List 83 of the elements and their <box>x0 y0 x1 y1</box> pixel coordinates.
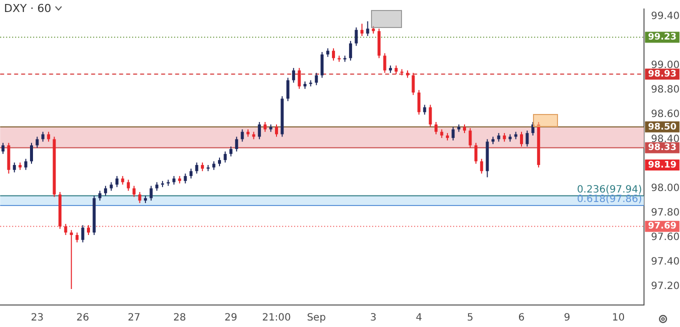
candlestick <box>86 224 90 236</box>
ref-line-label: 99.23 <box>648 32 676 43</box>
y-tick-label: 97.80 <box>651 207 680 218</box>
candlestick <box>47 131 50 142</box>
candlestick <box>190 168 193 179</box>
candlestick <box>423 104 426 116</box>
candlestick <box>126 179 130 192</box>
candlestick <box>258 121 261 140</box>
candlestick <box>264 121 267 132</box>
candlestick <box>366 20 370 37</box>
x-tick-label: 29 <box>224 312 238 324</box>
x-tick-label: 4 <box>416 312 422 324</box>
x-tick-label: 6 <box>518 312 525 324</box>
candlestick <box>12 162 16 173</box>
candlestick <box>184 173 187 184</box>
annotation: 98.19 <box>648 160 676 170</box>
y-tick-label: 98.00 <box>651 182 680 194</box>
x-tick-label: 23 <box>30 312 44 324</box>
candlestick <box>138 192 142 204</box>
candlestick <box>468 128 472 148</box>
candlestick <box>360 23 364 37</box>
x-tick-label: 5 <box>467 312 474 324</box>
x-tick-label: Sep <box>306 312 326 324</box>
chart-title: DXY · 60 <box>4 2 52 15</box>
y-tick-label: 99.40 <box>651 10 680 22</box>
candlestick <box>383 52 386 74</box>
x-tick-label: 27 <box>128 312 140 324</box>
candlestick <box>474 142 478 164</box>
candlestick <box>412 72 415 96</box>
candlestick <box>354 26 358 46</box>
candlestick <box>434 121 438 135</box>
candlestick <box>224 150 227 164</box>
candlestick <box>240 128 244 142</box>
candlestick <box>274 124 278 138</box>
y-tick-label: 98.40 <box>651 134 680 145</box>
candlestick <box>349 40 352 62</box>
ref-line-label: 98.33 <box>648 143 676 154</box>
ref-line-label: 98.93 <box>648 69 676 80</box>
candlestick <box>229 146 232 157</box>
y-tick-label: 97.60 <box>651 232 680 244</box>
candlestick <box>2 142 4 154</box>
candlestick <box>452 126 455 141</box>
ref-line-label: 98.50 <box>648 122 676 132</box>
candlestick <box>417 90 420 116</box>
candlestick <box>24 158 28 170</box>
y-tick-label: 97.40 <box>651 256 680 268</box>
candlestick <box>104 185 108 196</box>
candlestick <box>428 104 432 128</box>
candlestick <box>235 136 238 152</box>
candlestick <box>314 72 318 86</box>
candlestick <box>30 142 33 164</box>
candlestick <box>292 67 296 84</box>
candlestick <box>132 185 136 198</box>
candlestick <box>115 176 118 188</box>
candlestick <box>70 230 73 290</box>
y-tick-label: 98.60 <box>651 109 680 120</box>
candlestick <box>298 67 301 90</box>
candlestick <box>480 158 484 174</box>
y-tick-label: 98.80 <box>651 84 680 96</box>
x-tick-label: 9 <box>564 312 570 324</box>
ref-line-label: 97.69 <box>648 222 676 232</box>
x-tick-label: 21:00 <box>262 312 291 324</box>
candlestick <box>520 131 523 148</box>
y-tick-label: 97.20 <box>651 281 680 292</box>
candlestick <box>526 130 529 148</box>
candlestick <box>64 223 68 236</box>
annotation: 0.618(97.86) <box>576 194 642 206</box>
candlestick <box>41 131 44 142</box>
candlestick <box>286 77 290 102</box>
candlestick <box>81 224 84 243</box>
x-tick-label: 10 <box>612 312 625 324</box>
candlestick <box>320 51 324 78</box>
x-tick-label: 26 <box>76 312 90 324</box>
candlestick <box>150 185 153 202</box>
candlestick <box>332 48 335 62</box>
annotation: 0.236(97.94) <box>576 184 642 196</box>
x-tick-label: 3 <box>370 312 377 324</box>
candlestick <box>76 232 79 243</box>
candlestick <box>531 121 534 136</box>
candlestick <box>195 162 198 174</box>
candlestick <box>36 136 39 148</box>
x-tick-label: 28 <box>173 312 186 324</box>
candlestick <box>98 190 102 202</box>
